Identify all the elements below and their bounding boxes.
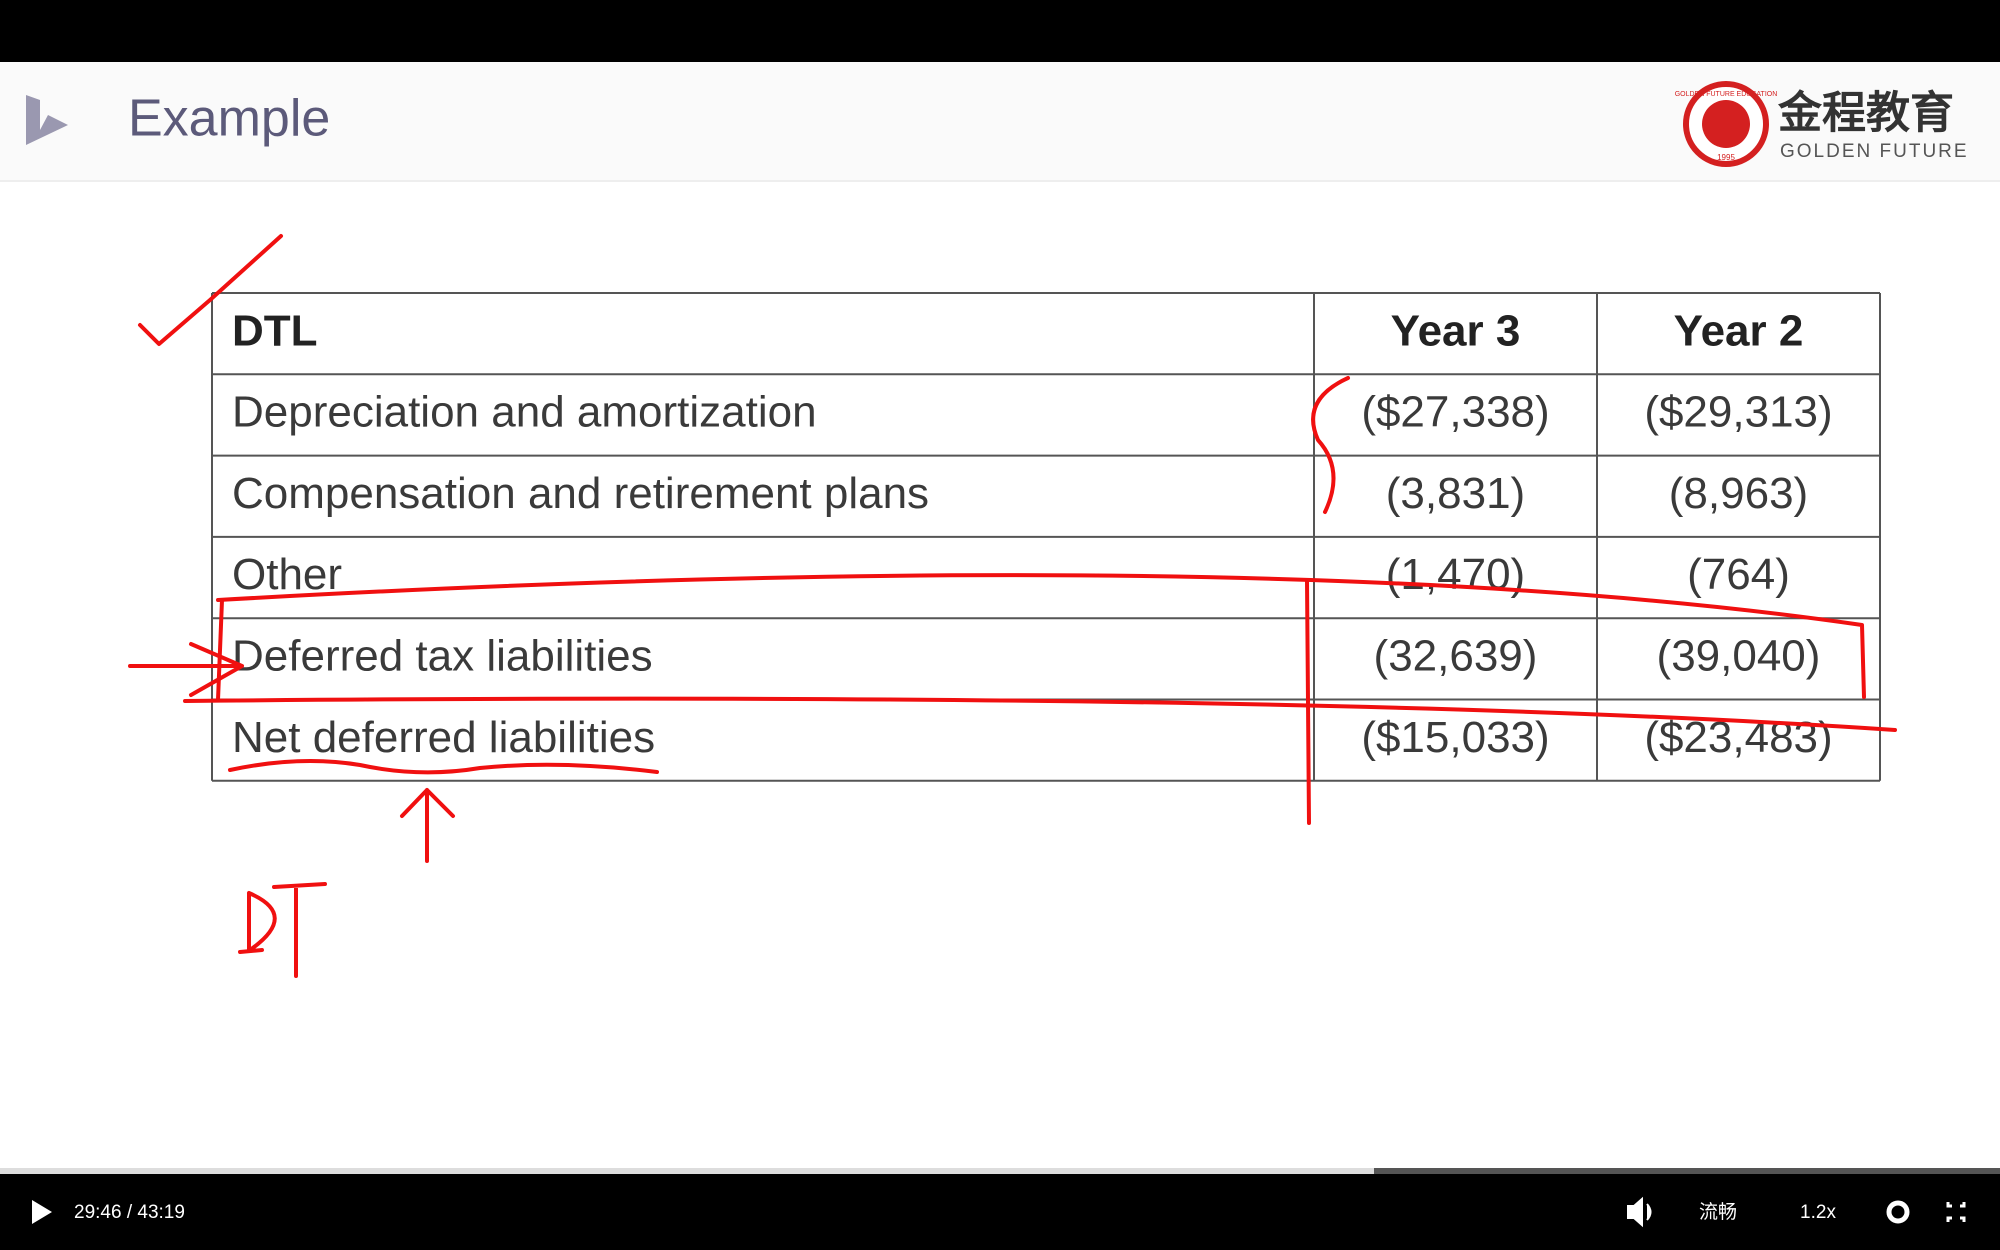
player-bar [0,1168,2000,1250]
ink-arrow-up [400,788,455,863]
logo-en: GOLDEN FUTURE [1780,141,1969,162]
ink-arrow-right [128,642,244,697]
slide-title: Example [128,90,330,148]
ink-vertical [1305,578,1311,825]
table-cell: (8,963) [1669,469,1808,518]
table-cell: (1,470) [1386,550,1525,599]
fullscreen-button[interactable] [1946,1202,1966,1222]
logo-cn: 金程教育 [1777,89,1954,138]
table-cell: ($27,338) [1361,388,1549,437]
table-cell: (32,639) [1374,631,1538,680]
header-cell: Year 2 [1674,306,1804,355]
quality-button[interactable]: 流畅 [1699,1201,1737,1223]
table-cell: (39,040) [1657,631,1821,680]
table-cell: ($15,033) [1361,713,1549,762]
table-cell: (764) [1687,550,1790,599]
play-button[interactable] [32,1200,52,1224]
top-bar [0,0,2000,62]
ink-loop-top [216,573,1866,699]
logo: GOLDEN FUTURE EDUCATION 1995 金程教育 GOLDEN… [1675,81,1969,167]
time-display: 29:46 / 43:19 [74,1202,185,1223]
table-cell: ($29,313) [1644,388,1832,437]
table-cell: (3,831) [1386,469,1525,518]
table-cell: Compensation and retirement plans [232,469,929,518]
settings-button[interactable] [1886,1200,1910,1224]
ink-brace [1311,376,1350,514]
header-cell: Year 3 [1391,306,1521,355]
ink-loop-bottom [183,598,1897,732]
progress-played[interactable] [0,1168,1374,1174]
logo-core [1702,100,1750,148]
ink-check [138,234,283,346]
speed-button[interactable]: 1.2x [1800,1202,1836,1223]
table-cell: Other [232,550,342,599]
volume-button[interactable] [1627,1196,1652,1228]
slide-header [0,62,2000,181]
table-cell: Deferred tax liabilities [232,631,653,680]
table-cell: Depreciation and amortization [232,388,817,437]
logo-year: 1995 [1717,153,1735,162]
ink-dt [238,882,327,978]
slide-icon [26,95,68,145]
annotations [128,234,1897,978]
ink-underline [228,759,659,775]
logo-ring-text: GOLDEN FUTURE EDUCATION [1675,91,1778,98]
header-cell: DTL [232,306,318,355]
table: DTL Year 3 Year 2 Depreciation and amortiza… [211,292,1881,782]
table-cell: Net deferred liabilities [232,713,655,762]
